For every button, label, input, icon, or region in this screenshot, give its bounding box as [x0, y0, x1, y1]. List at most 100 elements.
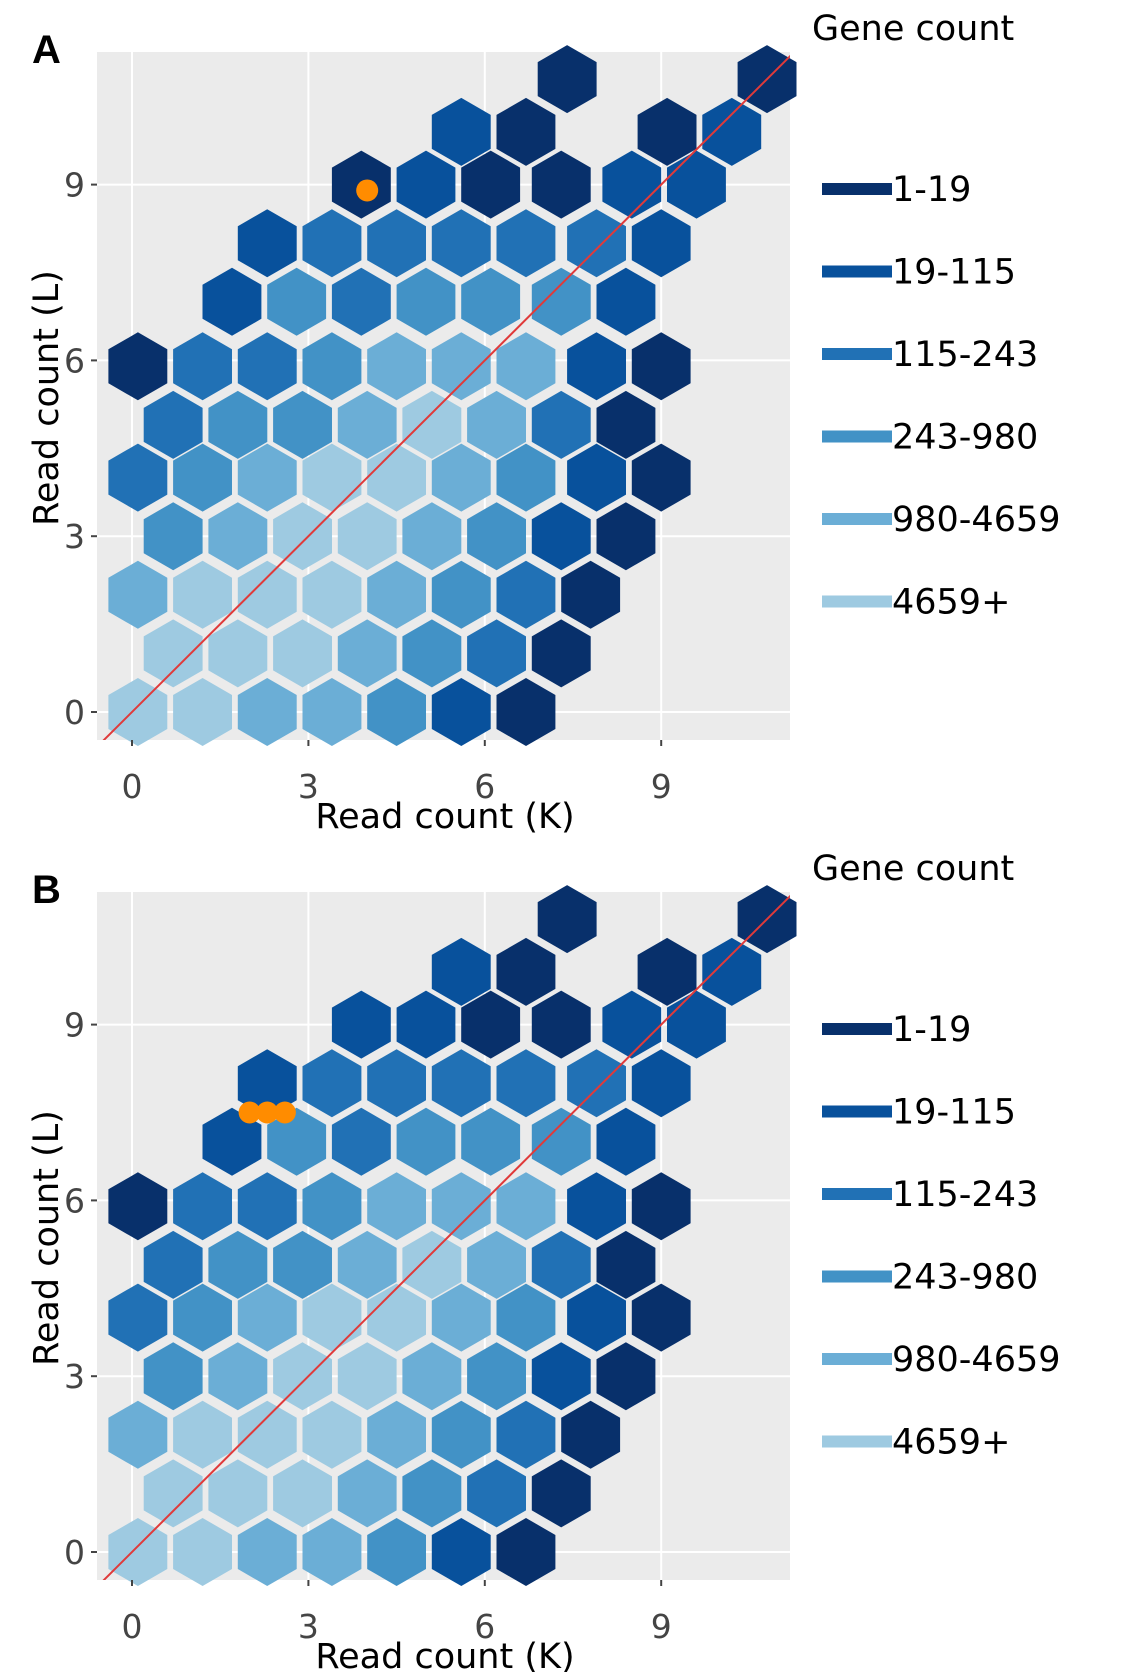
hex-bin: [273, 1230, 332, 1299]
legend-label: 19-115: [892, 253, 1016, 293]
highlight-point: [256, 1101, 279, 1124]
hex-bin: [302, 1049, 362, 1118]
hex-bin: [273, 1342, 332, 1411]
hex-bin: [143, 1459, 203, 1528]
hex-bin: [337, 1230, 397, 1299]
hex-bin: [237, 209, 297, 278]
hex-bin: [173, 1518, 232, 1586]
hex-bin: [108, 443, 168, 512]
legend-swatch: [822, 348, 892, 360]
legend-swatch: [822, 595, 892, 608]
hex-bin: [596, 1230, 656, 1299]
hex-bin: [108, 678, 168, 746]
hex-bin: [402, 1230, 462, 1299]
hex-bin: [202, 1107, 262, 1176]
hex-bin: [208, 1342, 268, 1411]
y-axis-title: Read count (L): [27, 1110, 67, 1366]
x-tick-label: 9: [651, 1607, 672, 1646]
y-tick-label: 6: [64, 341, 85, 380]
hex-bin: [496, 332, 556, 401]
y-tick-label: 9: [64, 166, 85, 205]
hex-bin: [237, 443, 297, 512]
hex-bin: [467, 502, 526, 571]
hex-bin: [631, 209, 691, 278]
hex-bin: [237, 678, 297, 746]
hex-bin: [302, 1283, 362, 1352]
x-tick-label: 6: [474, 1607, 495, 1646]
hex-bin: [431, 560, 491, 629]
y-tick-label: 0: [64, 1533, 85, 1572]
hex-bin: [367, 209, 426, 278]
legend: Gene count 1-19 19-115 115-243 243-980 980-46…: [812, 849, 1061, 1463]
panel-label: B: [32, 868, 61, 912]
hex-bin: [531, 619, 591, 688]
hex-bin: [531, 267, 591, 336]
hex-bin: [302, 209, 362, 278]
hex-bin: [143, 619, 203, 688]
hex-bin: [402, 390, 462, 459]
hex-bin: [496, 1518, 556, 1586]
hex-bin: [337, 502, 397, 571]
hex-bin: [396, 1107, 456, 1176]
legend-swatch: [822, 1353, 892, 1365]
hex-bin: [402, 502, 462, 571]
hex-bin: [208, 390, 268, 459]
hex-bin: [367, 1283, 426, 1352]
hex-bin: [173, 1400, 232, 1469]
legend-label: 19-115: [892, 1093, 1016, 1133]
hex-bin: [108, 332, 168, 401]
hex-bin: [337, 619, 397, 688]
hex-bin: [273, 502, 332, 571]
hex-bin: [173, 332, 232, 401]
legend-swatch: [822, 1188, 892, 1200]
hex-bin: [396, 990, 456, 1059]
hex-bin: [531, 390, 591, 459]
hex-bin: [331, 1107, 391, 1176]
legend-swatch: [822, 1270, 892, 1283]
hex-bin: [496, 1049, 556, 1118]
hex-bin: [143, 390, 203, 459]
hex-bin: [496, 937, 556, 1006]
hex-bin: [367, 1049, 426, 1118]
legend-swatch: [822, 1023, 892, 1035]
hex-bin: [302, 1518, 362, 1586]
hex-bin: [567, 332, 626, 401]
x-tick-label: 0: [122, 1607, 143, 1646]
hex-bin: [596, 1107, 656, 1176]
hex-bin: [431, 1518, 491, 1586]
identity-line: [102, 54, 790, 740]
hex-bin: [667, 990, 726, 1059]
hex-bin: [596, 267, 656, 336]
legend-label: 115-243: [892, 335, 1038, 375]
legend-swatch: [822, 265, 892, 278]
hex-bin: [467, 390, 526, 459]
legend-swatch: [822, 183, 892, 195]
hex-bin: [237, 1049, 297, 1118]
hex-bin: [237, 1172, 297, 1241]
hex-bin: [431, 443, 491, 512]
hex-bin: [367, 332, 426, 401]
hex-bins: [108, 45, 797, 746]
hex-bin: [431, 1283, 491, 1352]
hex-bin: [567, 1172, 626, 1241]
hex-bin: [302, 1172, 362, 1241]
hex-bin: [461, 150, 521, 219]
hex-bin: [496, 1283, 556, 1352]
x-tick-label: 3: [298, 1607, 319, 1646]
hex-bin: [631, 1049, 691, 1118]
hex-bin: [496, 209, 556, 278]
legend-swatch: [822, 1435, 892, 1448]
hex-bin: [431, 678, 491, 746]
hex-bin: [402, 619, 462, 688]
hex-bin: [531, 1107, 591, 1176]
hex-bin: [631, 332, 691, 401]
highlight-point: [238, 1101, 261, 1124]
highlight-point: [356, 179, 379, 202]
hex-bin: [302, 560, 362, 629]
hex-bin: [667, 150, 726, 219]
legend: Gene count 1-19 19-115 115-243 243-980 980-46…: [812, 9, 1061, 623]
hex-bin: [302, 332, 362, 401]
hex-bin: [273, 1459, 332, 1528]
legend-label: 980-4659: [892, 500, 1061, 540]
hex-bin: [467, 619, 526, 688]
